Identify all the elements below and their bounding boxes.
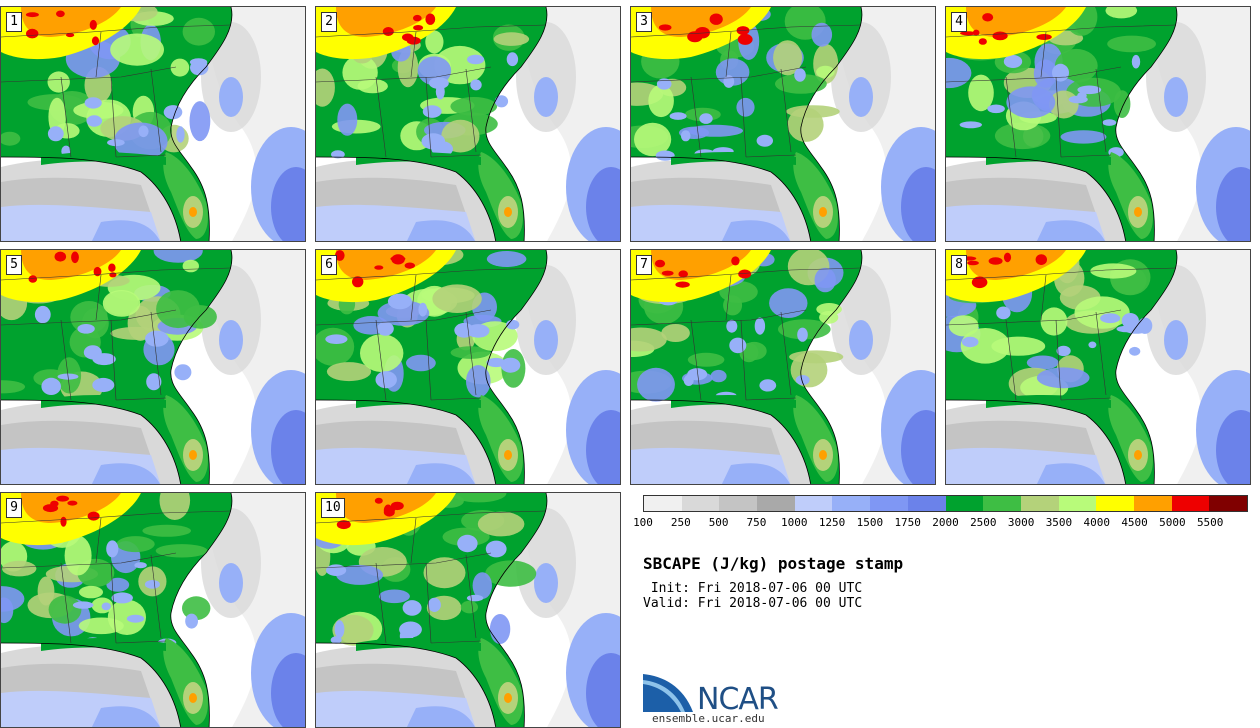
- panel-number-label: 3: [636, 12, 652, 32]
- colorbar-tick-label: 100: [633, 516, 653, 529]
- colorbar-swatch: [644, 496, 682, 511]
- colorbar-swatch: [794, 496, 833, 511]
- colorbar-tick-label: 4500: [1121, 516, 1148, 529]
- panel-number-label: 4: [951, 12, 967, 32]
- colorbar-tick-label: 1000: [781, 516, 808, 529]
- panel-number-label: 1: [6, 12, 22, 32]
- colorbar-swatch: [983, 496, 1021, 511]
- colorbar-swatch: [1020, 496, 1059, 511]
- panel-number-label: 6: [321, 255, 337, 275]
- colorbar-tick-label: 750: [746, 516, 767, 529]
- colorbar-swatch: [1133, 496, 1172, 511]
- map-panel-6: 6: [315, 249, 621, 485]
- colorbar-tick-label: 5000: [1159, 516, 1186, 529]
- colorbar-swatch: [832, 496, 871, 511]
- colorbar-swatch: [719, 496, 758, 511]
- colorbar-swatch: [1209, 496, 1247, 511]
- colorbar-swatch: [1096, 496, 1134, 511]
- colorbar-swatch: [1171, 496, 1210, 511]
- colorbar-tick-label: 4000: [1083, 516, 1111, 529]
- map-panel-1: 1: [0, 6, 306, 242]
- colorbar-swatch: [945, 496, 984, 511]
- colorbar-tick-label: 500: [708, 516, 729, 529]
- panel-number-label: 10: [321, 498, 345, 518]
- map-panel-5: 5: [0, 249, 306, 485]
- panel-number-label: 8: [951, 255, 967, 275]
- colorbar-swatch: [681, 496, 720, 511]
- colorbar-swatch: [870, 496, 908, 511]
- colorbar-tick-label: 1250: [818, 516, 846, 529]
- logo-text: NCAR: [697, 682, 779, 717]
- colorbar-tick-label: 5500: [1196, 516, 1224, 529]
- map-panel-9: 9: [0, 492, 306, 728]
- colorbar-tick-label: 2500: [970, 516, 997, 529]
- colorbar-swatch: [907, 496, 946, 511]
- colorbar-tick-label: 250: [670, 516, 691, 529]
- colorbar: [643, 495, 1248, 512]
- map-panel-10: 10: [315, 492, 621, 728]
- logo-url: ensemble.ucar.edu: [652, 712, 765, 725]
- ncar-logo-icon: [643, 674, 693, 712]
- init-time: Init: Fri 2018-07-06 00 UTC: [643, 581, 863, 596]
- panel-number-label: 2: [321, 12, 337, 32]
- map-panel-4: 4: [945, 6, 1251, 242]
- panel-number-label: 7: [636, 255, 652, 275]
- map-panel-2: 2: [315, 6, 621, 242]
- valid-time: Valid: Fri 2018-07-06 00 UTC: [643, 596, 863, 611]
- map-panel-3: 3: [630, 6, 936, 242]
- colorbar-ticks: 100 250 500 750 1000 1250 1500 1750 2000 2500 3000…: [633, 516, 1248, 530]
- colorbar-tick-label: 3000: [1007, 516, 1035, 529]
- panel-number-label: 9: [6, 498, 22, 518]
- panel-number-label: 5: [6, 255, 22, 275]
- colorbar-tick-label: 1500: [856, 516, 884, 529]
- colorbar-swatch: [757, 496, 795, 511]
- colorbar-tick-label: 3500: [1045, 516, 1073, 529]
- map-panel-8: 8: [945, 249, 1251, 485]
- map-panel-7: 7: [630, 249, 936, 485]
- colorbar-swatch: [1058, 496, 1097, 511]
- chart-title: SBCAPE (J/kg) postage stamp: [643, 554, 904, 573]
- colorbar-tick-label: 2000: [932, 516, 959, 529]
- colorbar-tick-label: 1750: [894, 516, 921, 529]
